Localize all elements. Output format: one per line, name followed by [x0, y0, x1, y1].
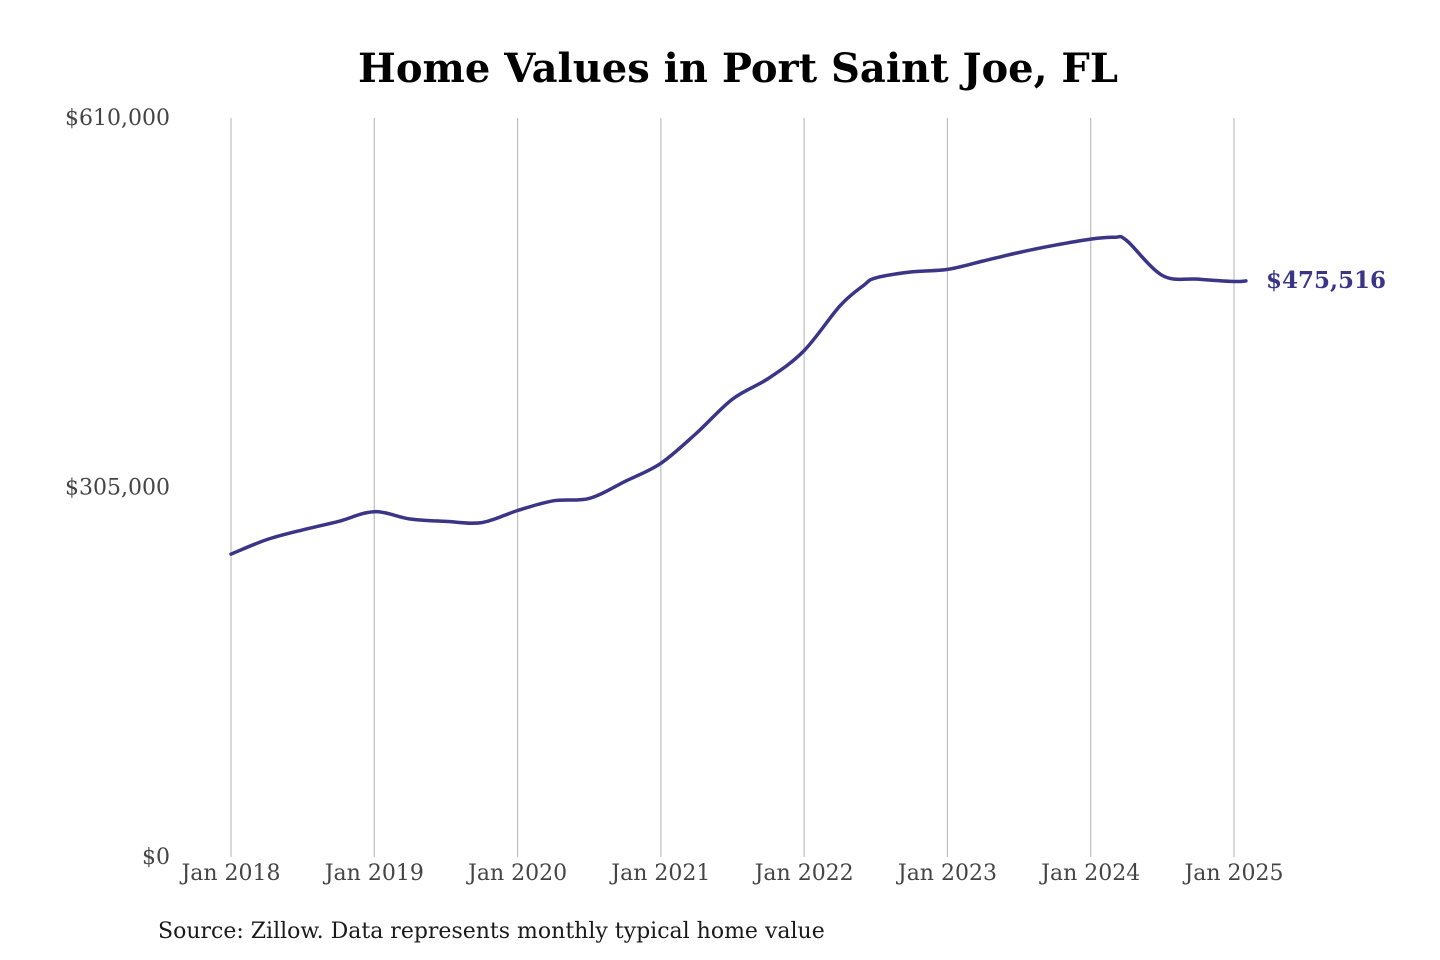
x-tick-label: Jan 2019 — [323, 861, 424, 886]
x-tick-label: Jan 2023 — [896, 861, 997, 886]
chart-title: Home Values in Port Saint Joe, FL — [358, 45, 1118, 92]
x-tick-label: Jan 2020 — [466, 861, 567, 886]
source-note: Source: Zillow. Data represents monthly … — [158, 919, 825, 944]
series-layer — [229, 234, 1248, 556]
x-tick-label: Jan 2024 — [1039, 861, 1140, 886]
gridlines — [230, 118, 1235, 857]
series-line — [229, 234, 1248, 556]
y-tick-label: $305,000 — [65, 476, 170, 501]
x-tick-label: Jan 2021 — [609, 861, 710, 886]
x-tick-label: Jan 2018 — [179, 861, 280, 886]
y-axis-ticks: $0 $305,000 $610,000 — [65, 106, 170, 870]
y-tick-label: $610,000 — [65, 106, 170, 131]
y-tick-label: $0 — [142, 845, 170, 870]
x-axis-ticks: Jan 2018 Jan 2019 Jan 2020 Jan 2021 Jan 2022… — [179, 861, 1283, 886]
x-tick-label: Jan 2025 — [1182, 861, 1283, 886]
end-value-label: $475,516 — [1266, 267, 1386, 294]
x-tick-label: Jan 2022 — [753, 861, 854, 886]
